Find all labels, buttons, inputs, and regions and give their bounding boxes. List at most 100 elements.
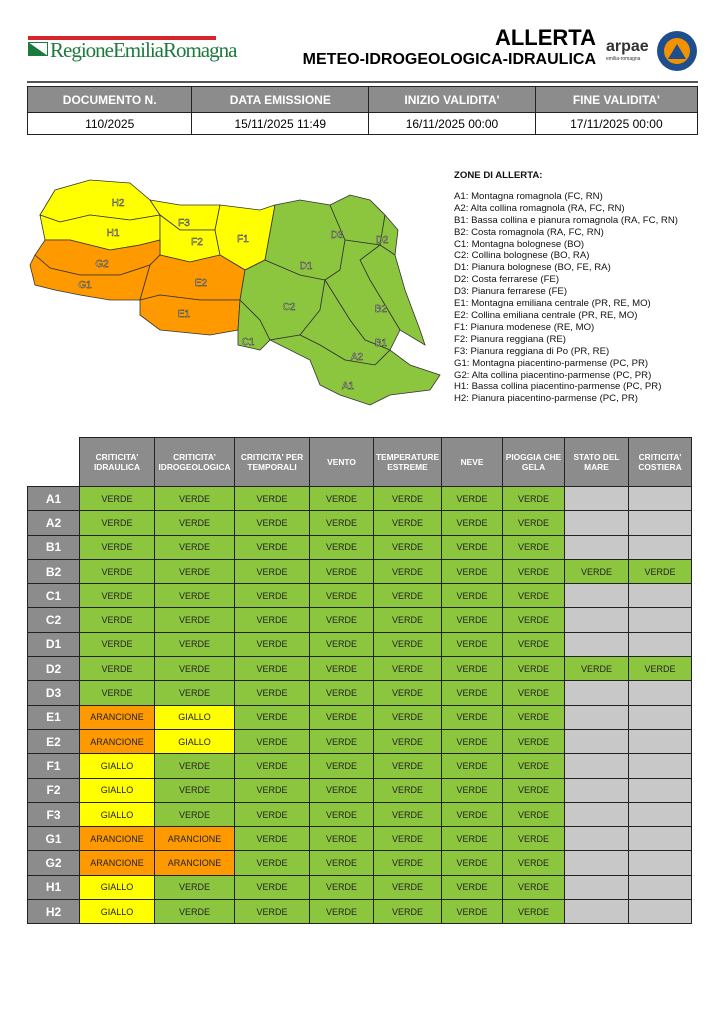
alert-level-cell: VERDE [502,680,565,706]
alert-level-cell: VERDE [154,485,235,512]
alert-level-cell: VERDE [234,485,310,512]
alert-level-cell [564,510,629,536]
alert-level-cell: ARANCIONE [154,850,235,876]
zone-legend-item: F3: Pianura reggiana di Po (PR, RE) [454,345,610,357]
table-row: G2 ARANCIONE ARANCIONE VERDE VERDE VERDE VERDE… [27,850,692,876]
alert-level-cell: VERDE [309,510,374,536]
alert-level-cell [564,704,629,730]
alert-level-cell: VERDE [441,485,503,512]
table-row: G1 ARANCIONE ARANCIONE VERDE VERDE VERDE VERDE… [27,826,692,852]
map-zone-label: F1 [237,234,249,245]
alert-level-cell: VERDE [373,680,442,706]
alert-level-cell: VERDE [154,534,235,560]
alert-level-cell: VERDE [373,583,442,609]
document-info-table: DOCUMENTO N. DATA EMISSIONE INIZIO VALID… [26,86,699,135]
map-zone-label: H1 [107,228,120,239]
table-row: D3 VERDE VERDE VERDE VERDE VERDE VERDE VERDE [27,680,692,706]
map-zone-label: F3 [178,218,190,229]
alert-level-cell: GIALLO [79,753,155,779]
zone-label: A1 [27,485,80,512]
alert-level-cell [628,801,692,828]
alert-level-cell: VERDE [502,534,565,560]
alert-level-cell: VERDE [373,485,442,512]
alert-level-cell: VERDE [441,777,503,803]
zone-label: H2 [27,899,80,925]
alert-level-cell: GIALLO [154,704,235,730]
column-header: CRITICITA' IDRAULICA [79,437,155,487]
zone-legend-item: D1: Pianura bolognese (BO, FE, RA) [454,262,611,274]
zones-legend: ZONE DI ALLERTA: A1: Montagna romagnola … [454,170,678,405]
alert-level-cell: VERDE [154,874,235,901]
map-zone-label: D1 [300,261,313,272]
alert-level-cell [628,680,692,706]
zone-legend-item: A1: Montagna romagnola (FC, RN) [454,190,603,202]
alert-level-cell: VERDE [154,656,235,682]
alert-level-cell: VERDE [373,874,442,901]
column-header: CRITICITA' PER TEMPORALI [234,437,310,487]
alert-level-cell [564,826,629,852]
alert-level-cell: VERDE [373,656,442,682]
alert-level-cell [564,728,629,755]
alert-level-cell: VERDE [502,874,565,901]
alert-level-cell: VERDE [441,753,503,779]
alert-level-cell [628,510,692,536]
zone-label: B1 [27,534,80,560]
alert-level-cell: VERDE [309,801,374,828]
alert-level-cell: VERDE [502,850,565,876]
alert-level-cell: VERDE [502,510,565,536]
alert-level-cell: VERDE [441,728,503,755]
zone-legend-item: D2: Costa ferrarese (FE) [454,274,560,286]
alert-level-cell: VERDE [502,631,565,658]
table-row: A1 VERDE VERDE VERDE VERDE VERDE VERDE VERDE [27,485,692,512]
alert-table: CRITICITA' IDRAULICA CRITICITA' IDROGEOLO… [27,437,692,925]
alert-level-cell: VERDE [234,801,310,828]
alert-level-cell: VERDE [309,534,374,560]
alert-level-cell: VERDE [564,656,629,682]
alert-level-cell: VERDE [154,753,235,779]
zone-label: C2 [27,607,80,633]
table-row: F1 GIALLO VERDE VERDE VERDE VERDE VERDE VERDE [27,753,692,779]
alert-level-cell: VERDE [154,510,235,536]
alert-level-cell: VERDE [373,826,442,852]
column-header: CRITICITA' COSTIERA [628,437,692,487]
zone-legend-item: B1: Bassa collina e pianura romagnola (R… [454,214,678,226]
map-zone-label: B1 [375,338,388,349]
zone-label: F2 [27,777,80,803]
alert-level-cell: GIALLO [79,801,155,828]
alert-level-cell: VERDE [154,558,235,585]
alert-level-cell: VERDE [234,680,310,706]
alert-level-cell: VERDE [154,899,235,925]
zone-legend-item: E1: Montagna emiliana centrale (PR, RE, … [454,298,651,310]
alert-level-cell: VERDE [79,558,155,585]
table-row: B1 VERDE VERDE VERDE VERDE VERDE VERDE VERDE [27,534,692,560]
map-zone-label: D3 [331,230,344,241]
alert-level-cell: VERDE [441,874,503,901]
alert-level-cell [564,874,629,901]
header-validity-end: FINE VALIDITA' [534,86,699,113]
alert-level-cell: VERDE [628,558,692,585]
divider [27,81,698,83]
zone-label: D1 [27,631,80,658]
column-header: PIOGGIA CHE GELA [502,437,565,487]
alert-level-cell [628,777,692,803]
zone-label: G2 [27,850,80,876]
alert-level-cell: VERDE [373,558,442,585]
alert-level-cell: ARANCIONE [154,826,235,852]
alert-level-cell: VERDE [309,777,374,803]
zone-legend-item: B2: Costa romagnola (RA, FC, RN) [454,226,604,238]
civil-protection-logo-icon [657,31,697,71]
map-zone-label: A2 [351,352,364,363]
alert-level-cell: VERDE [154,583,235,609]
table-row: B2 VERDE VERDE VERDE VERDE VERDE VERDE VERDE VER… [27,558,692,585]
zone-label: E2 [27,728,80,755]
alert-level-cell: VERDE [373,631,442,658]
map-zone-label: D2 [376,235,389,246]
corner-cell [27,437,80,487]
alert-level-cell: VERDE [79,631,155,658]
zone-label: G1 [27,826,80,852]
zone-label: F1 [27,753,80,779]
alert-level-cell: VERDE [441,801,503,828]
table-row: E1 ARANCIONE GIALLO VERDE VERDE VERDE VERDE VER… [27,704,692,730]
alert-level-cell: VERDE [154,680,235,706]
